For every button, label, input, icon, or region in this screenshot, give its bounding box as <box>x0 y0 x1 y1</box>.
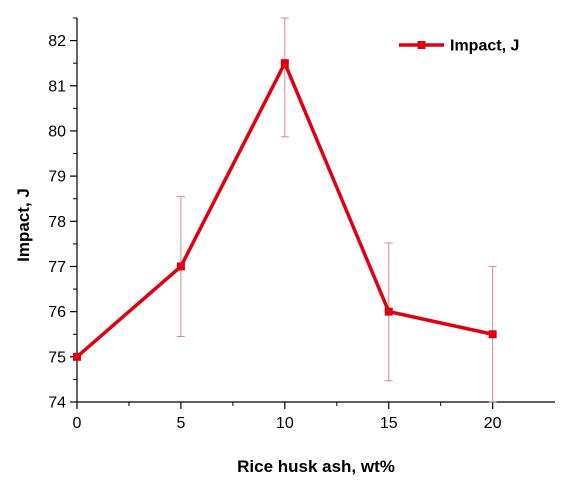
y-tick-label: 78 <box>48 214 66 231</box>
y-tick-label: 77 <box>48 259 66 276</box>
x-tick-label: 15 <box>380 415 398 432</box>
y-tick-label: 80 <box>48 123 66 140</box>
legend-marker <box>417 41 426 49</box>
data-point-marker <box>488 330 497 339</box>
x-tick-label: 20 <box>484 415 502 432</box>
data-point-marker <box>73 352 81 361</box>
x-axis-title: Rice husk ash, wt% <box>237 457 395 476</box>
legend: Impact, J <box>399 38 519 55</box>
x-tick-label: 0 <box>73 415 82 432</box>
plot-area <box>77 18 555 402</box>
axes: 0 5 10 15 20 74 75 76 77 78 79 80 81 82 <box>48 17 555 432</box>
data-point-marker <box>384 307 393 316</box>
y-tick-label: 81 <box>48 78 66 95</box>
legend-label: Impact, J <box>450 38 519 55</box>
y-tick-label: 74 <box>48 395 66 412</box>
data-point-marker <box>280 59 289 68</box>
data-markers <box>73 59 497 361</box>
x-tick-label: 10 <box>276 415 294 432</box>
y-tick-label: 76 <box>48 304 66 321</box>
y-axis-title: Impact, J <box>14 188 33 262</box>
y-tick-label: 82 <box>48 33 66 50</box>
y-tick-label: 75 <box>48 349 66 366</box>
y-tick-label: 79 <box>48 169 66 186</box>
data-point-marker <box>176 262 185 271</box>
x-tick-label: 5 <box>176 415 185 432</box>
